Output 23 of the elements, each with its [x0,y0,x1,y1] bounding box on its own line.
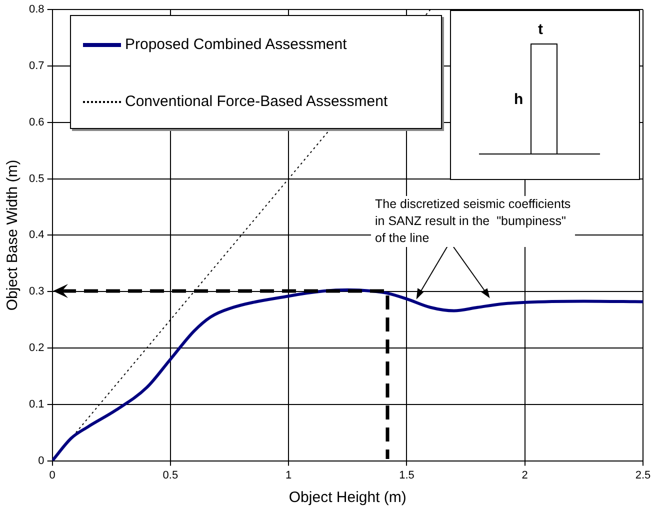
legend-label: Conventional Force-Based Assessment [125,93,388,110]
annotation: The discretized seismic coefficients in SANZ result in the "bumpiness" of the line [371,196,575,247]
x-tick-label: 0.5 [162,469,178,482]
y-tick-label: 0.3 [28,286,44,298]
x-tick-label: 0 [49,469,56,482]
x-tick-label: 1.5 [399,469,414,482]
x-tick-label: 1 [286,469,292,482]
y-tick-label: 0 [38,454,44,467]
legend-label: Proposed Combined Assessment [125,36,347,53]
y-tick-label: 0.2 [28,342,44,354]
y-tick-label: 0.4 [28,229,44,242]
y-tick-label: 0.8 [28,4,44,16]
x-tick-label: 2 [522,469,528,482]
x-tick-label: 2.5 [635,469,651,482]
y-tick-label: 0.7 [28,60,44,72]
y-tick-label: 0.5 [28,172,44,185]
y-tick-label: 0.6 [28,116,44,128]
x-axis-title: Object Height (m) [288,489,406,506]
annotation: h [514,91,524,108]
annotation: t [538,21,543,38]
y-axis-title: Object Base Width (m) [4,160,22,311]
block-diagram: t h [450,10,640,180]
y-tick-label: 0.1 [28,398,44,410]
